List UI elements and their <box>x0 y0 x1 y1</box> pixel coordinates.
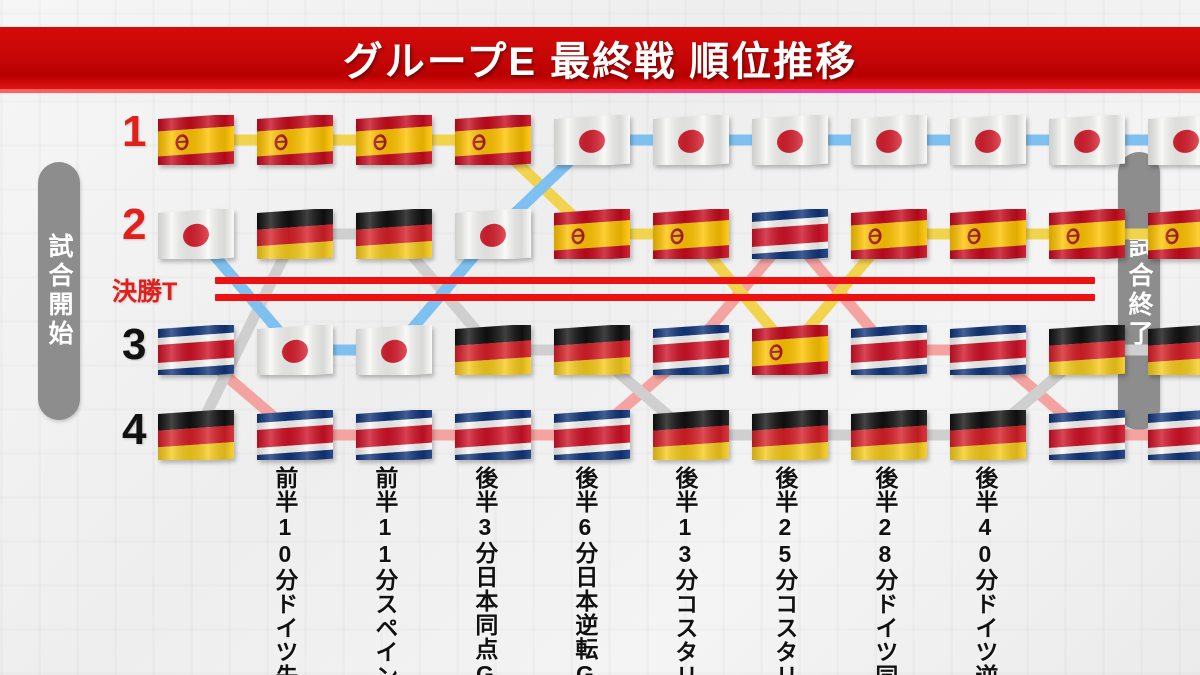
flag-crc-icon <box>158 325 234 375</box>
flag-esp-icon <box>950 209 1026 259</box>
rank-label-3: 3 <box>122 320 147 369</box>
event-time: 前半10分 <box>271 466 298 592</box>
knockout-line-label: 決勝T <box>112 278 178 306</box>
event-time: 後半13分 <box>671 466 698 592</box>
flag-ger-icon <box>851 410 927 460</box>
flag-ger-icon <box>950 410 1026 460</box>
flag-ger-icon <box>653 410 729 460</box>
event-description: ドイツ同点G <box>871 592 898 675</box>
flag-esp-icon <box>653 209 729 259</box>
flag-jpn-icon <box>158 209 234 259</box>
flag-esp-icon <box>356 115 432 165</box>
rank-label-1: 1 <box>122 107 147 156</box>
knockout-divider-bottom <box>215 294 1095 301</box>
event-label: 前半11分スペイン先制 <box>371 466 398 675</box>
flag-ger-icon <box>1148 325 1200 375</box>
flag-ger-icon <box>752 410 828 460</box>
flag-crc-icon <box>653 325 729 375</box>
flag-ger-icon <box>1049 325 1125 375</box>
match-start-label: 試合開始 <box>38 162 80 420</box>
flag-esp-icon <box>455 115 531 165</box>
flag-ger-icon <box>257 209 333 259</box>
event-description: 日本逆転G <box>571 565 598 675</box>
page-title: グループE 最終戦 順位推移 <box>342 40 858 84</box>
flag-jpn-icon <box>257 325 333 375</box>
event-description: コスタリカ逆転G <box>772 592 798 675</box>
flag-jpn-icon <box>653 115 729 165</box>
flag-crc-icon <box>554 410 630 460</box>
flag-esp-icon <box>1148 209 1200 259</box>
flag-jpn-icon <box>1148 115 1200 165</box>
flag-esp-icon <box>158 115 234 165</box>
flag-esp-icon <box>851 209 927 259</box>
flag-jpn-icon <box>554 115 630 165</box>
flag-esp-icon <box>554 209 630 259</box>
event-label: 後半25分コスタリカ逆転G <box>771 466 798 675</box>
event-description: 日本同点G <box>471 565 498 675</box>
event-time: 後半40分 <box>971 466 998 592</box>
event-label: 前半10分ドイツ先制 <box>271 466 298 675</box>
flag-jpn-icon <box>1049 115 1125 165</box>
event-label: 後半28分ドイツ同点G <box>871 466 898 675</box>
flag-jpn-icon <box>455 209 531 259</box>
flag-esp-icon <box>752 325 828 375</box>
flag-jpn-icon <box>356 325 432 375</box>
header-banner: グループE 最終戦 順位推移 <box>0 27 1200 93</box>
event-label: 後半13分コスタリカ同点G <box>671 466 698 675</box>
event-time: 後半25分 <box>771 466 798 592</box>
flag-esp-icon <box>1049 209 1125 259</box>
event-label: 後半6分日本逆転G <box>571 466 598 675</box>
event-description: ドイツ逆転G <box>971 592 998 675</box>
rank-label-4: 4 <box>122 405 147 454</box>
flag-crc-icon <box>455 410 531 460</box>
event-time: 後半3分 <box>471 466 498 565</box>
event-description: コスタリカ同点G <box>672 592 698 675</box>
event-description: ドイツ先制 <box>271 592 298 675</box>
event-time: 前半11分 <box>371 466 398 592</box>
flag-jpn-icon <box>851 115 927 165</box>
flag-jpn-icon <box>752 115 828 165</box>
flag-ger-icon <box>455 325 531 375</box>
flag-crc-icon <box>1148 410 1200 460</box>
flag-crc-icon <box>356 410 432 460</box>
event-label: 後半3分日本同点G <box>471 466 498 675</box>
flag-jpn-icon <box>950 115 1026 165</box>
knockout-divider-top <box>215 277 1095 284</box>
flag-ger-icon <box>158 410 234 460</box>
flag-crc-icon <box>257 410 333 460</box>
rank-label-2: 2 <box>122 200 147 249</box>
flag-ger-icon <box>356 209 432 259</box>
flag-esp-icon <box>257 115 333 165</box>
flag-ger-icon <box>554 325 630 375</box>
flag-crc-icon <box>851 325 927 375</box>
flag-crc-icon <box>752 209 828 259</box>
event-time: 後半28分 <box>871 466 898 592</box>
flag-crc-icon <box>950 325 1026 375</box>
flag-crc-icon <box>1049 410 1125 460</box>
event-label: 後半40分ドイツ逆転G <box>971 466 998 675</box>
event-time: 後半6分 <box>571 466 598 565</box>
event-description: スペイン先制 <box>371 592 398 675</box>
rank-progression-chart <box>0 95 1200 460</box>
